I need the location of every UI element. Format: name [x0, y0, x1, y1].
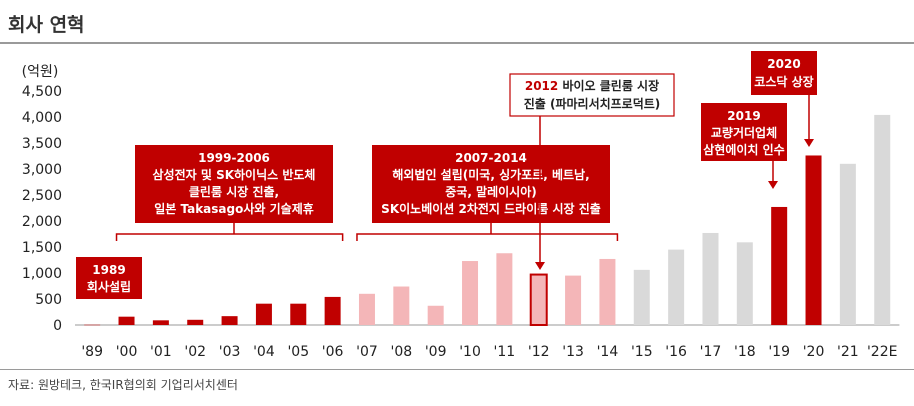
callout-1999-2006: 1999-2006 삼성전자 및 SK하이닉스 반도체 클린룸 시장 진출, 일…: [135, 145, 333, 234]
x-axis-ticks: '89 '00 '01 '02 '03 '04 '05 '06 '07 '08 '09 '10 '11 '…: [81, 344, 897, 360]
y-tick-label: 0: [53, 318, 62, 334]
callout-1999-line-3: 클린룸 시장 진출,: [189, 184, 279, 199]
bar-20: [805, 155, 822, 325]
x-tick-label: '21: [837, 344, 859, 360]
callout-1999-line-2: 삼성전자 및 SK하이닉스 반도체: [153, 167, 316, 182]
x-tick-label: '10: [459, 344, 481, 360]
bracket-1999-2006: [115, 233, 344, 241]
x-tick-label: '14: [597, 344, 619, 360]
y-tick-label: 4,000: [22, 110, 62, 126]
callout-2020-line-2: 코스닥 상장: [754, 74, 813, 89]
bar-22E: [874, 114, 891, 325]
callout-2012: 2012 바이오 클린룸 시장 진출 (파마리서치프로덕트): [509, 73, 675, 270]
bar-05: [290, 303, 307, 325]
bar-11: [496, 253, 513, 325]
bar-07: [358, 293, 375, 325]
bar-06: [324, 296, 341, 325]
bar-13: [565, 275, 582, 325]
callout-2012-line-2: 진출 (파마리서치프로덕트): [524, 96, 661, 111]
bar-18: [736, 242, 753, 325]
bar-21: [839, 163, 856, 325]
callout-2019-line-3: 삼현에이치 인수: [703, 142, 784, 157]
y-tick-label: 3,500: [22, 136, 62, 152]
y-axis-unit-label: (억원): [22, 64, 59, 80]
x-tick-label: '18: [734, 344, 756, 360]
y-tick-label: 500: [35, 292, 62, 308]
bar-17: [702, 232, 719, 325]
x-tick-label: '04: [253, 344, 275, 360]
bar-02: [187, 319, 204, 325]
x-tick-label: '15: [631, 344, 653, 360]
x-tick-label: '00: [116, 344, 138, 360]
x-tick-label: '20: [803, 344, 825, 360]
title-divider: [0, 42, 914, 44]
x-tick-label: '01: [150, 344, 172, 360]
x-tick-label: '12: [528, 344, 550, 360]
source-note: 자료: 원방테크, 한국IR협의회 기업리서치센터: [8, 378, 238, 392]
bar-12: [529, 273, 548, 326]
callout-1989-line-2: 회사설립: [87, 279, 131, 294]
callout-1999-line-1: 1999-2006: [198, 151, 270, 165]
x-tick-label: '06: [322, 344, 344, 360]
x-tick-label: '05: [287, 344, 309, 360]
x-tick-label: '02: [184, 344, 206, 360]
bar-14: [599, 258, 616, 325]
callout-2012-line-1: 2012 바이오 클린룸 시장: [525, 78, 659, 93]
callout-2012-line-1-text: 바이오 클린룸 시장: [558, 78, 659, 93]
bar-00: [118, 316, 135, 325]
bar-08: [393, 286, 410, 325]
x-tick-label: '16: [665, 344, 687, 360]
x-tick-label: '03: [219, 344, 241, 360]
callout-2019-line-2: 교량거더업체: [711, 125, 777, 140]
bar-16: [668, 249, 685, 325]
y-tick-label: 2,500: [22, 188, 62, 204]
bracket-2007-2014: [356, 233, 619, 241]
bar-series: [84, 114, 891, 326]
x-tick-label: '19: [768, 344, 790, 360]
bar-15: [633, 269, 650, 325]
callout-2012-year: 2012: [525, 79, 558, 93]
y-tick-label: 1,500: [22, 240, 62, 256]
bar-09: [427, 305, 444, 325]
callout-2019-line-1: 2019: [727, 109, 760, 123]
callout-2007-line-2: 해외법인 설립(미국, 싱가포르, 베트남,: [392, 167, 589, 182]
x-tick-label: '08: [390, 344, 412, 360]
y-tick-label: 3,000: [22, 162, 62, 178]
y-tick-label: 4,500: [22, 84, 62, 100]
callout-2007-line-1: 2007-2014: [455, 151, 527, 165]
bar-10: [462, 261, 479, 325]
callout-2020: 2020 코스닥 상장: [751, 51, 817, 147]
x-tick-label: '22E: [867, 344, 898, 360]
callout-2007-line-3: 중국, 말레이시아): [445, 184, 537, 199]
x-tick-label: '17: [700, 344, 722, 360]
x-tick-label: '11: [494, 344, 516, 360]
bar-03: [221, 316, 238, 325]
y-tick-label: 2,000: [22, 214, 62, 230]
bar-89: [84, 324, 101, 326]
callout-2019: 2019 교량거더업체 삼현에이치 인수: [701, 103, 787, 189]
x-tick-label: '09: [425, 344, 447, 360]
callout-2020-line-1: 2020: [767, 57, 800, 71]
callout-1989: 1989 회사설립: [76, 257, 142, 299]
page-title: 회사 연혁: [8, 14, 85, 36]
x-tick-label: '07: [356, 344, 378, 360]
callout-1989-line-1: 1989: [92, 263, 125, 277]
callout-2007-line-4: SK이노베이션 2차전지 드라이룸 시장 진출: [381, 201, 601, 216]
source-divider: [0, 369, 914, 370]
period-brackets: [115, 233, 619, 241]
bar-01: [152, 320, 169, 325]
x-tick-label: '89: [81, 344, 103, 360]
callout-2007-2014: 2007-2014 해외법인 설립(미국, 싱가포르, 베트남, 중국, 말레이…: [372, 145, 610, 234]
x-tick-label: '13: [562, 344, 584, 360]
bar-04: [255, 303, 272, 325]
bar-19: [771, 206, 788, 325]
y-tick-label: 1,000: [22, 266, 62, 282]
callout-1999-line-4: 일본 Takasago사와 기술제휴: [154, 201, 314, 216]
y-axis-ticks: 0 500 1,000 1,500 2,000 2,500 3,000 3,500 4,000 4…: [22, 84, 62, 334]
